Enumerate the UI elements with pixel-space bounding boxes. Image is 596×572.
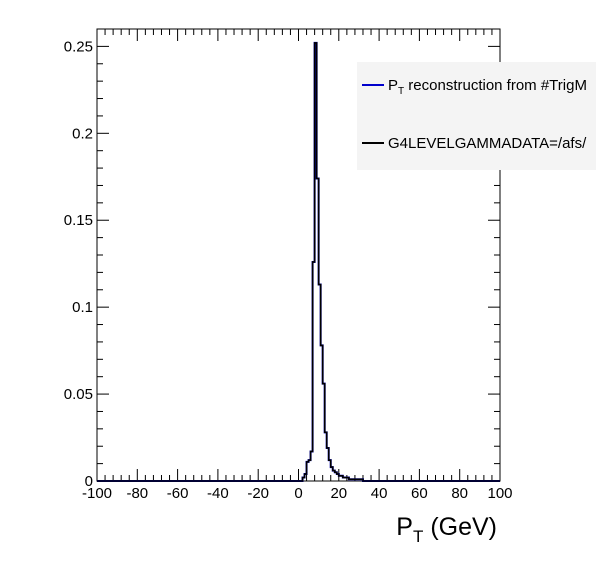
legend-box — [357, 62, 596, 170]
x-tick-label: -80 — [126, 485, 148, 502]
legend: PT reconstruction from #TrigM G4LEVELGAM… — [357, 62, 596, 170]
x-axis-title: PT (GeV) — [396, 513, 497, 546]
series-group — [97, 41, 500, 482]
y-tick-label: 0 — [85, 473, 93, 490]
x-tick-label: 20 — [330, 485, 347, 502]
legend-label-series-1: G4LEVELGAMMADATA=/afs/ — [388, 135, 587, 152]
legend-label-series-0: PT reconstruction from #TrigM — [388, 77, 587, 97]
y-tick-label: 0.1 — [72, 299, 93, 316]
x-tick-label: -20 — [247, 485, 269, 502]
x-tick-label: 60 — [411, 485, 428, 502]
x-tick-label: -40 — [207, 485, 229, 502]
x-tick-label: 40 — [371, 485, 388, 502]
x-tick-label: 0 — [294, 485, 302, 502]
x-tick-label: 80 — [451, 485, 468, 502]
y-tick-label: 0.25 — [64, 38, 93, 55]
y-tick-label: 0.2 — [72, 125, 93, 142]
x-tick-label: 100 — [487, 485, 512, 502]
tick-labels: -100 -80 -60 -40 -20 0 20 40 60 80 100 0 0.05 0.1 0.15… — [64, 38, 513, 502]
y-tick-label: 0.05 — [64, 386, 93, 403]
series-line-1 — [97, 42, 500, 482]
y-tick-label: 0.15 — [64, 212, 93, 229]
x-tick-label: -100 — [82, 485, 112, 502]
x-tick-label: -60 — [167, 485, 189, 502]
